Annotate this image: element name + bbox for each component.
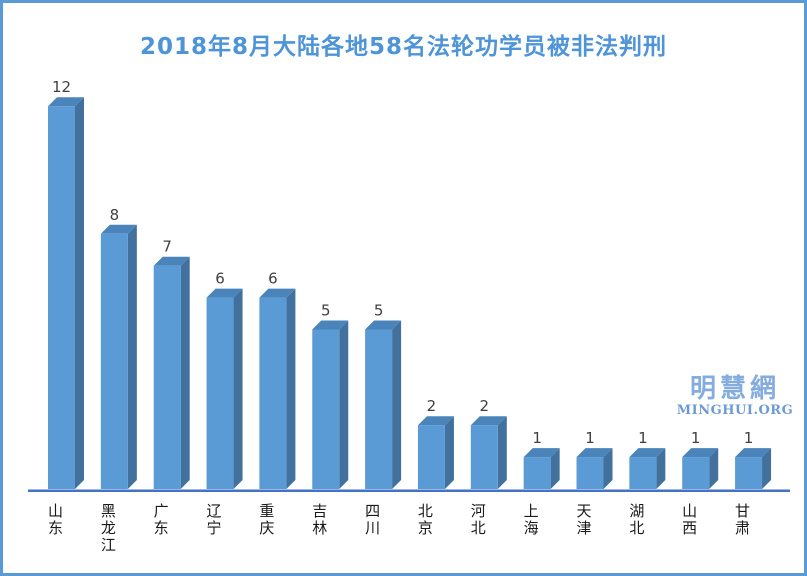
x-axis-label: 辽 宁: [206, 502, 222, 537]
bar: 2: [470, 397, 507, 489]
x-axis-label: 广 东: [153, 502, 169, 537]
bar: 12: [48, 78, 84, 489]
bar-value-label: 5: [321, 302, 331, 320]
bar-value-label: 2: [427, 397, 437, 415]
bar-value-label: 1: [744, 429, 754, 447]
x-axis-line: [28, 489, 790, 492]
x-axis-label: 河 北: [470, 502, 486, 537]
bar-value-label: 1: [532, 429, 542, 447]
bar-value-label: 6: [215, 270, 225, 288]
x-axis-label: 上 海: [523, 502, 539, 537]
bar: 8: [100, 206, 137, 490]
bar-value-label: 8: [110, 206, 120, 224]
plot-area: 12 8 7 6 6 5 5 2 2 1 1 1 1 1 山 东 黑 龙 江 广 东 辽 宁 重 庆 吉 林 四 川 北…: [3, 3, 804, 573]
x-axis-label: 重 庆: [259, 502, 275, 537]
bar-series: 12 8 7 6 6 5 5 2 2 1 1 1 1 1: [48, 78, 772, 490]
bar: 1: [735, 429, 772, 489]
bar-value-label: 1: [585, 429, 595, 447]
bar-value-label: 1: [638, 429, 648, 447]
x-axis-label: 吉 林: [312, 502, 328, 537]
chart-title: 2018年8月大陆各地58名法轮功学员被非法判刑: [139, 34, 668, 60]
minghui-logo-text: 明慧網: [689, 374, 780, 404]
bar-value-label: 2: [480, 397, 490, 415]
bar-value-label: 1: [691, 429, 701, 447]
x-axis-label: 湖 北: [629, 502, 645, 537]
minghui-watermark: 明慧網 MINGHUI.ORG: [671, 375, 799, 418]
bar: 5: [365, 302, 402, 489]
x-axis-label: 山 西: [682, 502, 698, 537]
bar: 2: [417, 397, 454, 489]
bar: 6: [206, 270, 243, 489]
bar: 5: [312, 302, 349, 489]
x-axis-label: 甘 肃: [735, 502, 751, 537]
x-axis-label: 天 津: [576, 502, 592, 537]
bar-value-label: 5: [374, 302, 384, 320]
bar-value-label: 12: [52, 78, 71, 96]
bar: 1: [576, 429, 613, 489]
minghui-site-text: MINGHUI.ORG: [676, 403, 794, 418]
bar: 1: [629, 429, 666, 489]
bar-value-label: 6: [268, 270, 278, 288]
bar: 7: [153, 238, 190, 489]
x-axis-label: 四 川: [365, 502, 381, 537]
x-axis-label: 山 东: [47, 502, 63, 537]
bar: 6: [259, 270, 296, 489]
bar: 1: [682, 429, 719, 489]
bar-value-label: 7: [162, 238, 172, 256]
x-axis-label: 北 京: [417, 502, 433, 537]
x-axis-label: 黑 龙 江: [100, 502, 116, 554]
bar: 1: [523, 429, 560, 489]
